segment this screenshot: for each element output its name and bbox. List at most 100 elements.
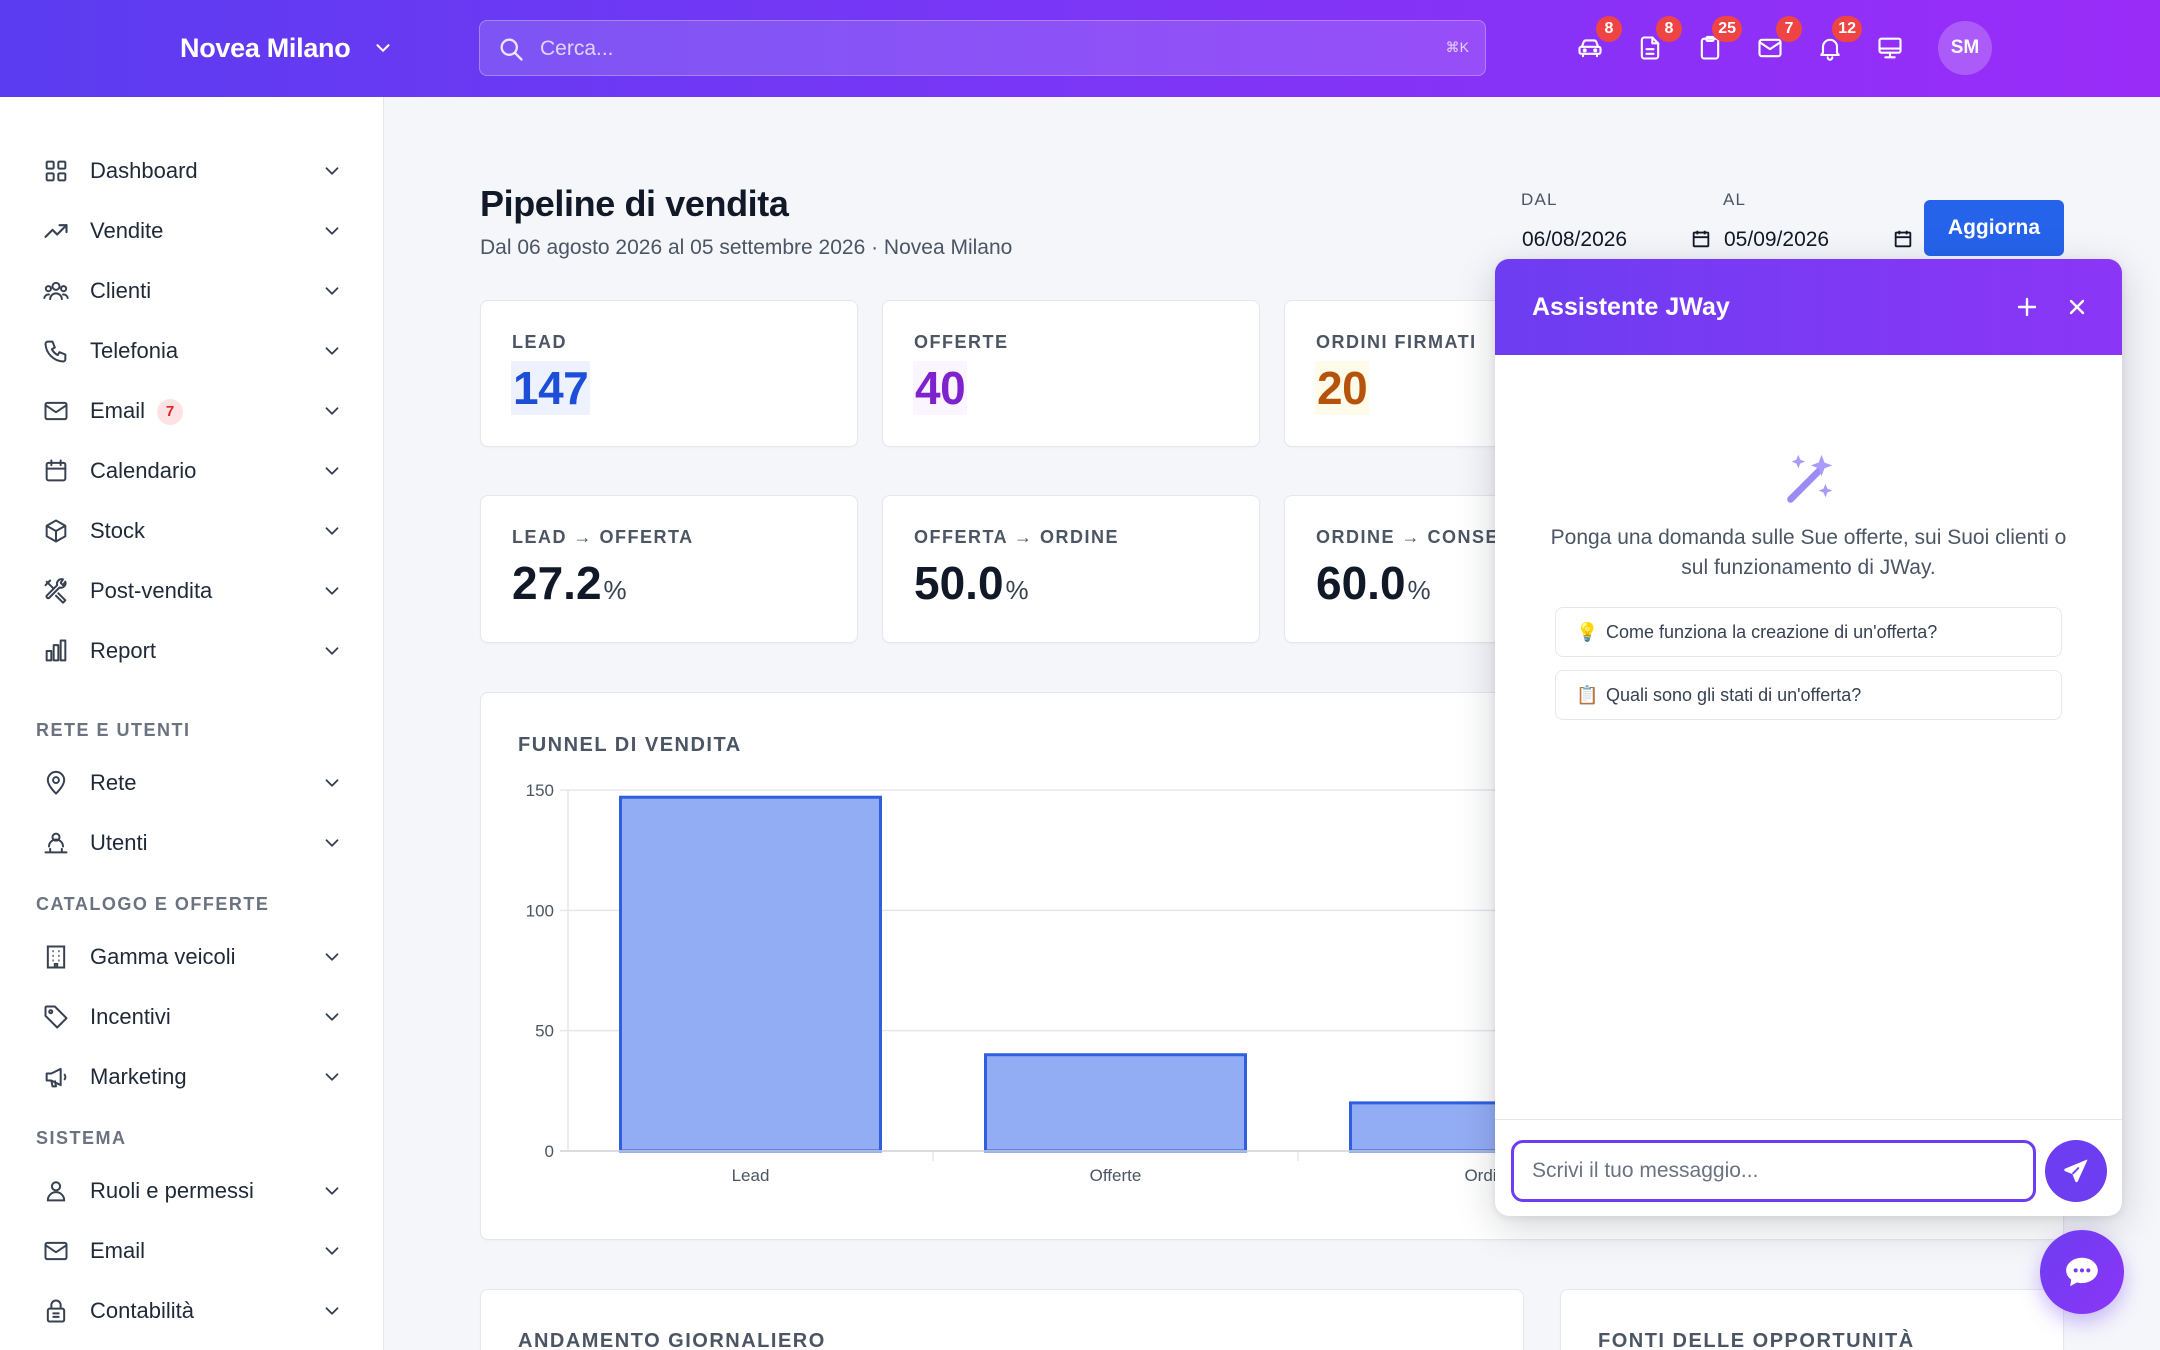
bar: [984, 1053, 1247, 1153]
chevron-down-icon: [325, 1073, 339, 1081]
sidebar-item-calendario[interactable]: Calendario: [22, 444, 362, 498]
car-icon: [1578, 39, 1602, 58]
sidebar-item-label: Stock: [90, 518, 146, 543]
sidebar-item-ruoli-permessi[interactable]: Ruoli e permessi: [22, 1164, 362, 1218]
date-to-label: AL: [1723, 190, 1747, 209]
sidebar-item-contabilita[interactable]: Contabilità: [22, 1284, 362, 1338]
notifications-button[interactable]: 12: [1812, 16, 1862, 66]
sidebar-item-dashboard[interactable]: Dashboard: [22, 144, 362, 198]
chevron-down-icon: [325, 647, 339, 655]
calendar-icon: [45, 459, 67, 482]
user-network-icon: [44, 832, 68, 854]
x-tick-label: Offerte: [1090, 1166, 1142, 1185]
tools-icon: [44, 578, 67, 604]
messages-button[interactable]: 7: [1752, 16, 1802, 66]
sidebar-item-rete[interactable]: Rete: [22, 756, 362, 810]
new-chat-button[interactable]: [2012, 292, 2042, 322]
sidebar-item-email-system[interactable]: Email: [22, 1224, 362, 1278]
top-bar: Novea Milano ⌘K 8 8 25 7 12 SM: [0, 0, 2160, 97]
mail-icon: [1758, 38, 1782, 58]
sidebar-item-label: Dashboard: [90, 158, 198, 183]
page-title: Pipeline di vendita: [480, 183, 789, 224]
global-search[interactable]: ⌘K: [479, 20, 1486, 76]
date-to-value: 05/09/2026: [1724, 228, 1830, 251]
chevron-down-icon: [325, 1307, 339, 1315]
kpi-label: ORDINI FIRMATI: [1316, 332, 1477, 352]
y-tick-label: 50: [535, 1022, 554, 1041]
send-button[interactable]: [2045, 1140, 2107, 1202]
mail-icon: [44, 1241, 68, 1261]
notification-badge: 7: [1776, 16, 1802, 42]
chat-bubble-icon: [2066, 1257, 2098, 1287]
sidebar-item-stock[interactable]: Stock: [22, 504, 362, 558]
sidebar-item-report[interactable]: Report: [22, 624, 362, 678]
vehicles-button[interactable]: 8: [1572, 16, 1622, 66]
sidebar-item-utenti[interactable]: Utenti: [22, 816, 362, 870]
kpi-value: 20: [1315, 361, 1370, 415]
sidebar-item-gamma-veicoli[interactable]: Gamma veicoli: [22, 930, 362, 984]
sidebar-item-label: Telefonia: [90, 338, 179, 363]
map-pin-icon: [46, 771, 66, 795]
user-avatar[interactable]: SM: [1938, 21, 1992, 75]
grid-icon: [45, 160, 67, 182]
sidebar-item-email[interactable]: Email 7: [22, 384, 362, 438]
kpi-label: OFFERTE: [914, 332, 1009, 352]
search-icon: [500, 38, 523, 61]
documents-button[interactable]: 8: [1632, 16, 1682, 66]
x-tick-label: Lead: [732, 1166, 770, 1185]
sidebar-item-label: Calendario: [90, 458, 197, 483]
date-from-input[interactable]: 06/08/2026: [1522, 220, 1712, 260]
search-input[interactable]: [540, 31, 1400, 67]
section-heading: SISTEMA: [36, 1128, 127, 1148]
user-icon: [46, 1181, 66, 1202]
chart-title: FUNNEL DI VENDITA: [518, 734, 742, 756]
sidebar-item-vendite[interactable]: Vendite: [22, 204, 362, 258]
tag-icon: [44, 1005, 68, 1029]
sidebar-item-marketing[interactable]: Marketing: [22, 1050, 362, 1104]
close-assistant-button[interactable]: [2062, 292, 2092, 322]
y-tick-label: 100: [526, 901, 554, 920]
chevron-down-icon: [325, 347, 339, 355]
notification-badge: 25: [1712, 16, 1742, 42]
section-heading: CATALOGO E OFFERTE: [36, 894, 270, 914]
document-icon: [1640, 36, 1660, 60]
trending-up-icon: [44, 224, 68, 238]
sidebar-item-label: Contabilità: [90, 1298, 194, 1323]
x-tick-label: Ordi: [1464, 1166, 1496, 1185]
box-icon: [45, 519, 67, 543]
sidebar-item-label: Ruoli e permessi: [90, 1178, 254, 1203]
y-tick-label: 0: [545, 1142, 554, 1161]
chevron-down-icon: [325, 1247, 339, 1255]
conversion-label: ORDINE → CONSEG: [1316, 527, 1515, 547]
chat-fab-button[interactable]: [2040, 1230, 2124, 1314]
card-title: FONTI DELLE OPPORTUNITÀ: [1598, 1330, 1915, 1350]
chevron-down-icon: [325, 587, 339, 595]
assistant-intro: Ponga una domanda sulle Sue offerte, sui…: [1550, 526, 2067, 579]
sidebar-item-post-vendita[interactable]: Post-vendita: [22, 564, 362, 618]
kpi-card-lead: LEAD 147: [480, 300, 858, 447]
calendar-icon: [1692, 230, 1710, 248]
tasks-button[interactable]: 25: [1692, 16, 1742, 66]
bar-chart-icon: [45, 639, 67, 662]
sidebar-item-clienti[interactable]: Clienti: [22, 264, 362, 318]
suggestion-button[interactable]: 💡 Come funziona la creazione di un'offer…: [1555, 607, 2062, 657]
date-to-input[interactable]: 05/09/2026: [1724, 220, 1914, 260]
chevron-down-icon: [325, 167, 339, 175]
card-title: ANDAMENTO GIORNALIERO: [518, 1330, 826, 1350]
suggestion-button[interactable]: 📋 Quali sono gli stati di un'offerta?: [1555, 670, 2062, 720]
sidebar-item-label: Incentivi: [90, 1004, 171, 1029]
sidebar-item-telefonia[interactable]: Telefonia: [22, 324, 362, 378]
sidebar-item-incentivi[interactable]: Incentivi: [22, 990, 362, 1044]
notification-badge: 8: [1656, 16, 1682, 42]
org-name: Novea Milano: [180, 32, 351, 63]
bar: [619, 795, 882, 1153]
building-icon: [46, 945, 66, 969]
sidebar-item-label: Utenti: [90, 830, 148, 855]
display-button[interactable]: [1872, 30, 1908, 66]
refresh-button[interactable]: Aggiorna: [1924, 200, 2064, 256]
chat-message-input[interactable]: [1511, 1140, 2036, 1202]
assistant-panel: Assistente JWay Ponga una domanda sulle …: [1495, 259, 2122, 1216]
org-selector[interactable]: Novea Milano: [180, 28, 394, 68]
chevron-down-icon: [325, 527, 339, 535]
date-from-label: DAL: [1521, 190, 1558, 209]
